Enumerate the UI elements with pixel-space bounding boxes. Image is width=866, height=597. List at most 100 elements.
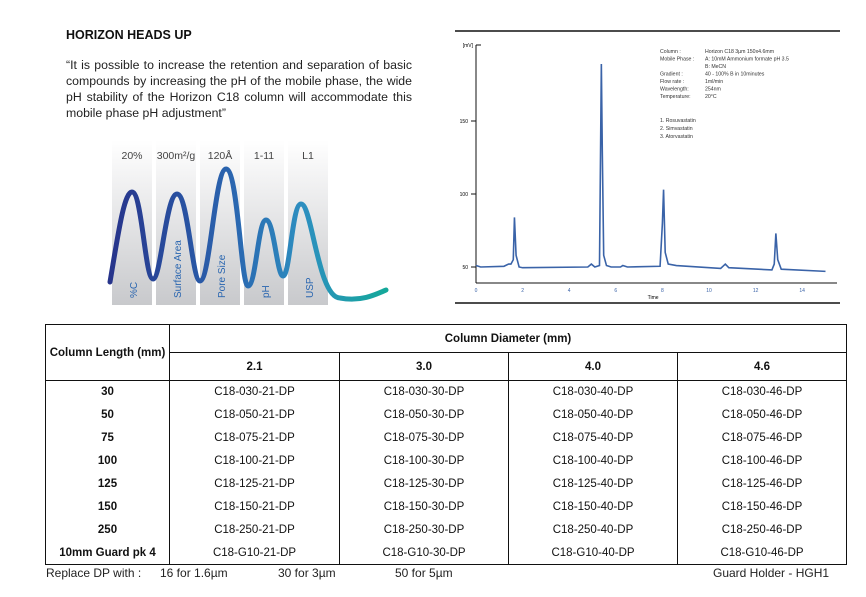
param-key: Column : [660, 49, 681, 55]
y-axis-label: [mV] [463, 43, 474, 49]
param-key: Temperature: [660, 94, 691, 100]
feature-band: 300m²/g Surface Area [156, 140, 196, 305]
feature-label: Pore Size [217, 254, 228, 298]
length-cell: 100 [45, 449, 170, 473]
part-number-cell: C18-030-46-DP [677, 380, 847, 404]
part-number-cell: C18-100-30-DP [339, 449, 509, 473]
length-cell: 250 [45, 518, 170, 542]
part-number-cell: C18-050-40-DP [508, 403, 678, 427]
param-key: Gradient : [660, 72, 683, 78]
feature-label: pH [261, 285, 272, 298]
x-tick-label: 12 [753, 288, 759, 294]
part-number-cell: C18-100-21-DP [169, 449, 340, 473]
part-number-cell: C18-250-21-DP [169, 518, 340, 542]
param-value: B: MeCN [705, 64, 726, 70]
feature-value: 1-11 [254, 150, 274, 162]
x-tick-label: 2 [521, 288, 524, 294]
param-key: Wavelength: [660, 87, 689, 93]
y-tick-label: 50 [462, 265, 468, 271]
part-number-cell: C18-050-21-DP [169, 403, 340, 427]
x-tick-label: 8 [661, 288, 664, 294]
part-number-cell: C18-250-46-DP [677, 518, 847, 542]
part-number-cell: C18-150-40-DP [508, 495, 678, 519]
part-number-cell: C18-150-21-DP [169, 495, 340, 519]
table-row: 100 C18-100-21-DP C18-100-30-DP C18-100-40-… [45, 449, 847, 473]
quote-text: “It is possible to increase the retentio… [66, 58, 412, 120]
part-number-cell: C18-030-21-DP [169, 380, 340, 404]
diameter-header: 3.0 [339, 352, 509, 381]
table-row: 30 C18-030-21-DP C18-030-30-DP C18-030-40-D… [45, 380, 847, 404]
x-tick-label: 0 [475, 288, 478, 294]
part-number-cell: C18-030-30-DP [339, 380, 509, 404]
wave-curve [107, 166, 389, 302]
part-number-cell: C18-050-46-DP [677, 403, 847, 427]
table-row: 250 C18-250-21-DP C18-250-30-DP C18-250-40-… [45, 518, 847, 542]
part-number-cell: C18-075-46-DP [677, 426, 847, 450]
param-value: Horizon C18 3µm 150x4.6mm [705, 49, 774, 55]
product-table: Column Length (mm) Column Diameter (mm) 2.… [45, 324, 847, 565]
part-number-cell: C18-125-21-DP [169, 472, 340, 496]
table-row: 75 C18-075-21-DP C18-075-30-DP C18-075-40-D… [45, 426, 847, 450]
part-number-cell: C18-075-30-DP [339, 426, 509, 450]
replace-label: Replace DP with : [46, 566, 142, 580]
feature-value: 20% [121, 150, 142, 162]
length-cell: 75 [45, 426, 170, 450]
row-header: Column Length (mm) [45, 324, 170, 381]
x-tick-label: 6 [614, 288, 617, 294]
part-number-cell: C18-075-21-DP [169, 426, 340, 450]
part-number-cell: C18-G10-46-DP [677, 541, 847, 565]
group-header: Column Diameter (mm) [169, 324, 847, 353]
part-number-cell: C18-050-30-DP [339, 403, 509, 427]
length-cell: 150 [45, 495, 170, 519]
part-number-cell: C18-100-40-DP [508, 449, 678, 473]
replace-option: 30 for 3µm [278, 566, 336, 580]
part-number-cell: C18-250-40-DP [508, 518, 678, 542]
y-tick-label: 100 [460, 192, 469, 198]
param-value: 40 - 100% B in 10minutes [705, 72, 765, 78]
length-cell: 125 [45, 472, 170, 496]
table-row: 125 C18-125-21-DP C18-125-30-DP C18-125-40-… [45, 472, 847, 496]
table-row: 10mm Guard pk 4 C18-G10-21-DP C18-G10-30-D… [45, 541, 847, 565]
part-number-cell: C18-G10-21-DP [169, 541, 340, 565]
table-row: 150 C18-150-21-DP C18-150-30-DP C18-150-40-… [45, 495, 847, 519]
part-number-cell: C18-125-40-DP [508, 472, 678, 496]
feature-label: Surface Area [173, 240, 184, 298]
x-tick-label: 14 [799, 288, 805, 294]
x-tick-label: 4 [568, 288, 571, 294]
part-number-cell: C18-125-46-DP [677, 472, 847, 496]
diameter-header: 4.6 [677, 352, 847, 381]
chromatogram: [mV] 50 100 150 0 2 4 6 8 10 12 14 Time Column : Horiz… [455, 30, 840, 304]
part-number-cell: C18-150-46-DP [677, 495, 847, 519]
param-key: Mobile Phase : [660, 57, 694, 63]
replace-option: 50 for 5µm [395, 566, 453, 580]
param-value: 1ml/min [705, 79, 723, 85]
feature-label: %C [129, 282, 140, 298]
param-value: 20°C [705, 94, 717, 100]
table-row: 50 C18-050-21-DP C18-050-30-DP C18-050-40-D… [45, 403, 847, 427]
part-number-cell: C18-030-40-DP [508, 380, 678, 404]
diameter-header: 2.1 [169, 352, 340, 381]
diameter-header: 4.0 [508, 352, 678, 381]
feature-band: 120Å Pore Size [200, 140, 240, 305]
y-tick-label: 150 [460, 119, 469, 125]
part-number-cell: C18-125-30-DP [339, 472, 509, 496]
feature-value: 300m²/g [157, 150, 196, 162]
param-value: A: 10mM Ammonium formate pH 3.5 [705, 57, 789, 63]
part-number-cell: C18-100-46-DP [677, 449, 847, 473]
part-number-cell: C18-G10-30-DP [339, 541, 509, 565]
part-number-cell: C18-150-30-DP [339, 495, 509, 519]
peak-label: 3. Atorvastatin [660, 134, 693, 140]
length-cell: 30 [45, 380, 170, 404]
part-number-cell: C18-250-30-DP [339, 518, 509, 542]
param-value: 254nm [705, 87, 721, 93]
feature-value: L1 [302, 150, 314, 162]
replace-option: 16 for 1.6µm [160, 566, 228, 580]
x-axis-label: Time [648, 295, 659, 301]
length-cell: 50 [45, 403, 170, 427]
feature-value: 120Å [208, 149, 233, 162]
part-number-cell: C18-G10-40-DP [508, 541, 678, 565]
guard-holder: Guard Holder - HGH1 [713, 566, 830, 580]
peak-label: 1. Rosuvastatin [660, 118, 696, 124]
feature-wave-graphic: 20% %C 300m²/g Surface Area 120Å Pore Size 1-1… [107, 140, 389, 305]
